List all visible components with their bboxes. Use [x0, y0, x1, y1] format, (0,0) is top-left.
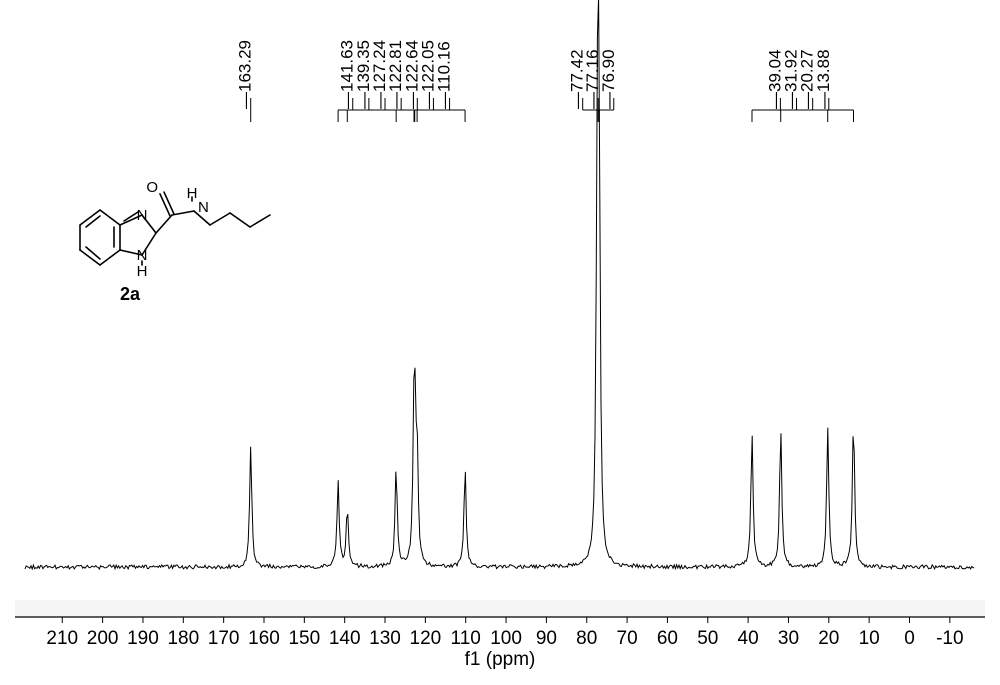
peak-label: 110.16 — [435, 41, 454, 92]
x-axis-tick-label: 40 — [738, 628, 759, 649]
x-axis-tick-label: 20 — [818, 628, 839, 649]
x-axis-tick-label: 30 — [778, 628, 799, 649]
bond — [250, 215, 270, 227]
bond — [80, 250, 100, 265]
peak-label: 13.88 — [814, 49, 833, 92]
x-axis-tick-label: 110 — [451, 628, 481, 649]
x-axis-tick-label: 170 — [208, 628, 240, 649]
bond — [172, 211, 194, 215]
x-axis-group: 2102001901801701601501401301201101009080… — [15, 600, 985, 670]
figure-root: 163.29—141.63—139.35—127.24—122.81—122.6… — [0, 0, 1000, 685]
bond — [156, 215, 172, 233]
x-axis-tick-label: 10 — [859, 628, 880, 649]
x-axis-tick-label: 90 — [536, 628, 557, 649]
peak-label-dash: — — [435, 92, 454, 109]
x-axis-tick-label: 160 — [248, 628, 280, 649]
atom-label: N — [137, 207, 148, 224]
x-axis-tick-label: 70 — [617, 628, 638, 649]
bond — [164, 192, 174, 214]
x-axis-tick-label: 60 — [657, 628, 678, 649]
bond — [160, 194, 170, 216]
peak-label: 163.29 — [236, 40, 255, 92]
peak-label-dash: — — [236, 92, 255, 109]
x-axis-tick-label: 200 — [87, 628, 119, 649]
bond — [100, 210, 120, 225]
bond — [100, 250, 120, 265]
compound-label: 2a — [120, 284, 141, 304]
x-axis-tick-label: 130 — [369, 628, 401, 649]
x-axis-tick-label: 50 — [697, 628, 718, 649]
nmr-spectrum-chart: 163.29—141.63—139.35—127.24—122.81—122.6… — [0, 0, 1000, 685]
bond — [86, 247, 100, 259]
peak-label-dash: — — [599, 92, 618, 109]
x-axis-tick-label: 180 — [167, 628, 199, 649]
atom-label: O — [146, 179, 158, 196]
bond — [210, 213, 230, 225]
x-axis-tick-label: 120 — [410, 628, 442, 649]
compound-structure: NNHONH2a — [80, 179, 270, 304]
x-axis-tick-label: 0 — [904, 628, 915, 649]
x-axis-tick-label: 210 — [46, 628, 78, 649]
x-axis-tick-label: -10 — [936, 628, 963, 649]
x-axis-tick-label: 100 — [490, 628, 522, 649]
peak-label-dash: — — [814, 92, 833, 109]
axis-band — [15, 600, 985, 617]
x-axis-title: f1 (ppm) — [465, 649, 536, 670]
x-axis-tick-label: 80 — [576, 628, 597, 649]
x-axis-tick-label: 140 — [329, 628, 361, 649]
x-axis-tick-label: 190 — [127, 628, 159, 649]
x-axis-tick-label: 150 — [288, 628, 320, 649]
peak-labels-group: 163.29—141.63—139.35—127.24—122.81—122.6… — [236, 40, 854, 122]
atom-label: N — [198, 199, 209, 216]
bond — [86, 216, 100, 227]
bond — [230, 213, 250, 227]
peak-label: 76.90 — [599, 49, 618, 92]
